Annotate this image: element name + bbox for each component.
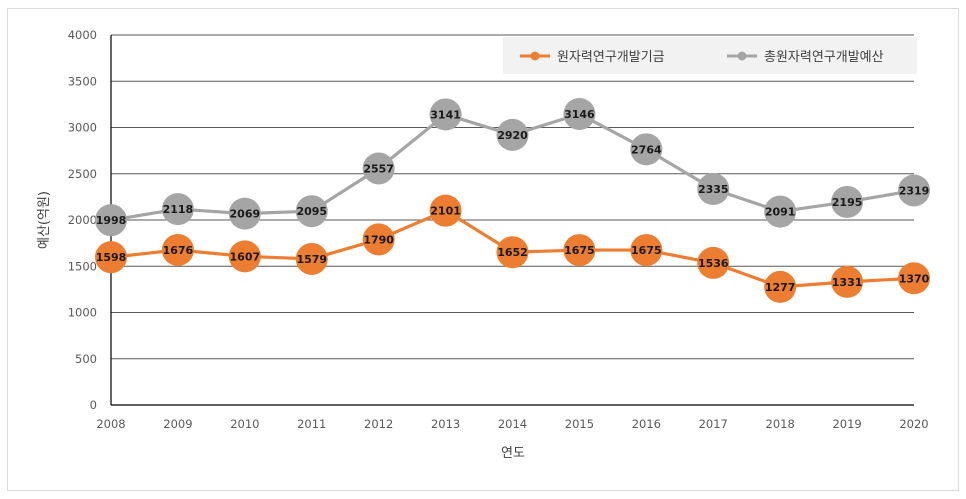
- x-axis-ticks: 2008 2009 2010 2011 2012 2013 2014 2015 2016 2017…: [96, 417, 928, 431]
- legend-item-1: 원자력연구개발기금: [520, 50, 665, 65]
- data-point: [429, 194, 462, 227]
- legend-box: [503, 37, 917, 74]
- y-tick-label: 2500: [68, 167, 97, 181]
- y-tick-label: 4000: [68, 28, 97, 42]
- data-label: 2920: [497, 129, 528, 142]
- data-point: [161, 193, 194, 226]
- x-tick-label: 2018: [766, 417, 795, 431]
- data-point: [563, 234, 596, 267]
- data-label: 1790: [363, 233, 394, 246]
- data-point: [295, 242, 328, 275]
- data-label: 1370: [899, 272, 930, 285]
- data-label: 1277: [765, 281, 796, 294]
- y-tick-label: 1500: [68, 259, 97, 273]
- data-point: [362, 152, 395, 185]
- data-label: 2335: [698, 183, 729, 196]
- data-label: 2091: [765, 206, 796, 219]
- x-tick-label: 2019: [832, 417, 861, 431]
- data-point: [697, 246, 730, 279]
- data-point: [429, 98, 462, 131]
- data-label: 1598: [96, 251, 127, 264]
- data-point: [496, 118, 529, 151]
- data-point: [630, 133, 663, 166]
- data-point: [764, 270, 797, 303]
- data-point: [898, 174, 930, 207]
- data-point: [831, 265, 864, 298]
- y-tick-label: 0: [90, 398, 97, 412]
- data-point: [496, 236, 529, 269]
- data-point: [563, 97, 596, 130]
- data-label: 1607: [230, 250, 261, 263]
- series-layer: 1998 2118 2069 2095 2557 3141 2920 3146 2764 2335…: [95, 97, 930, 303]
- data-label: 2319: [899, 184, 930, 197]
- data-label: 2195: [832, 196, 863, 209]
- legend-label: 원자력연구개발기금: [557, 50, 665, 65]
- data-point: [831, 185, 864, 218]
- x-tick-label: 2017: [699, 417, 728, 431]
- y-tick-label: 1000: [68, 306, 97, 320]
- y-axis-ticks: 0 500 1000 1500 2000 2500 3000 3500 4000: [68, 28, 97, 412]
- x-tick-label: 2008: [96, 417, 125, 431]
- data-label: 2101: [430, 205, 461, 218]
- data-label: 1536: [698, 257, 729, 270]
- data-point: [697, 173, 730, 206]
- data-label: 2095: [296, 205, 327, 218]
- x-tick-label: 2009: [163, 417, 192, 431]
- y-tick-label: 3000: [68, 121, 97, 135]
- data-label: 1675: [564, 244, 595, 257]
- data-label: 1652: [497, 246, 528, 259]
- x-axis-title: 연도: [501, 446, 525, 461]
- data-label: 2118: [163, 203, 194, 216]
- data-label: 1579: [296, 253, 327, 266]
- x-tick-label: 2012: [364, 417, 393, 431]
- legend: 원자력연구개발기금 총원자력연구개발예산: [503, 37, 917, 74]
- data-label: 3141: [430, 108, 461, 121]
- data-label: 1675: [631, 244, 662, 257]
- legend-marker: [530, 51, 540, 61]
- data-point: [95, 241, 127, 274]
- data-label: 3146: [564, 108, 595, 121]
- data-point: [161, 233, 194, 266]
- series-2: 1998 2118 2069 2095 2557 3141 2920 3146 2764 2335…: [95, 97, 930, 237]
- data-point: [362, 223, 395, 256]
- data-point: [95, 204, 127, 237]
- y-tick-label: 2000: [68, 213, 97, 227]
- x-tick-label: 2014: [498, 417, 527, 431]
- x-tick-label: 2020: [899, 417, 928, 431]
- x-tick-label: 2016: [632, 417, 661, 431]
- data-point: [764, 195, 797, 228]
- data-point: [898, 262, 930, 295]
- gridlines: [111, 34, 914, 360]
- x-tick-label: 2015: [565, 417, 594, 431]
- series-1: 1598 1676 1607 1579 1790 2101 1652 1675 1675 1536…: [95, 194, 930, 303]
- legend-label: 총원자력연구개발예산: [764, 50, 884, 65]
- x-tick-label: 2013: [431, 417, 460, 431]
- data-label: 2764: [631, 143, 662, 156]
- y-tick-label: 3500: [68, 74, 97, 88]
- legend-item-2: 총원자력연구개발예산: [727, 50, 884, 65]
- legend-marker: [737, 51, 747, 61]
- y-axis-title: 예산(억원): [37, 191, 52, 249]
- data-label: 2557: [363, 162, 394, 175]
- data-label: 2069: [230, 208, 261, 221]
- data-point: [228, 197, 261, 230]
- data-point: [228, 240, 261, 273]
- data-point: [295, 195, 328, 228]
- data-label: 1998: [96, 214, 127, 227]
- x-tick-label: 2010: [230, 417, 259, 431]
- data-label: 1676: [163, 244, 194, 257]
- x-tick-label: 2011: [297, 417, 326, 431]
- data-label: 1331: [832, 276, 863, 289]
- data-point: [630, 234, 663, 267]
- y-tick-label: 500: [75, 352, 97, 366]
